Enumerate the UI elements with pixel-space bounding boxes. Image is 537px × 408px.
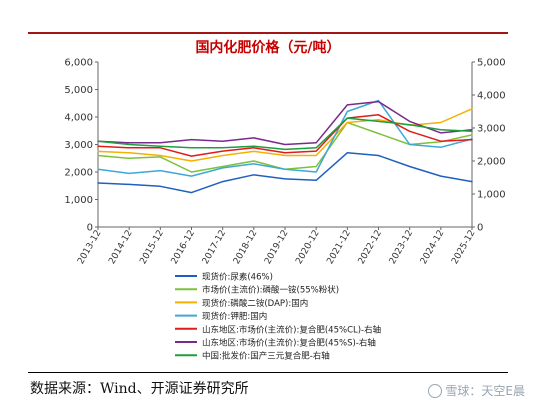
left-tick-label: 2,000 — [64, 168, 93, 179]
right-tick-label: 5,000 — [477, 58, 506, 69]
left-tick-label: 3,000 — [64, 140, 93, 151]
watermark-text: 雪球：天空E晨 — [445, 384, 525, 398]
chart-title: 国内化肥价格（元/吨） — [195, 39, 340, 56]
x-tick-label: 2022-12 — [357, 229, 384, 267]
legend-label: 现货价:磷酸二铵(DAP):国内 — [202, 298, 308, 309]
x-tick-label: 2014-12 — [107, 229, 134, 267]
x-tick-label: 2017-12 — [201, 229, 228, 267]
x-tick-label: 2021-12 — [325, 229, 352, 267]
source-note: 数据来源：Wind、开源证券研究所 — [30, 381, 249, 397]
left-tick-label: 0 — [87, 223, 93, 234]
chart-axes: 0 1,000 2,000 3,000 4,000 5,000 6,000 0 1,000 2,0… — [64, 58, 505, 267]
right-tick-label: 3,000 — [477, 124, 506, 135]
legend-label: 现货价:尿素(46%) — [202, 272, 273, 283]
left-tick-label: 4,000 — [64, 113, 93, 124]
x-tick-label: 2019-12 — [263, 229, 290, 267]
fertilizer-price-chart: 国内化肥价格（元/吨） 0 1,000 2,000 3,000 4,000 5,000 6,… — [64, 39, 505, 362]
series-line — [97, 117, 473, 151]
x-tick-label: 2013-12 — [76, 229, 103, 267]
footer-rule — [28, 372, 508, 373]
x-tick-label: 2016-12 — [170, 229, 197, 267]
left-tick-label: 6,000 — [64, 58, 93, 69]
chart-legend: 现货价:尿素(46%) 市场价(主流价):磷酸一铵(55%粉状) 现货价:磷酸二铵(… — [175, 272, 381, 362]
x-tick-label: 2015-12 — [138, 229, 165, 267]
legend-label: 中国:批发价:国产三元复合肥-右轴 — [202, 351, 330, 362]
legend-label: 山东地区:市场价(主流价):复合肥(45%CL)-右轴 — [202, 324, 381, 335]
left-tick-label: 5,000 — [64, 85, 93, 96]
series-lines — [97, 99, 473, 194]
series-line — [97, 114, 473, 157]
right-tick-label: 0 — [477, 223, 483, 234]
snowball-logo-icon — [428, 383, 443, 398]
title-top-rule — [28, 32, 508, 34]
x-tick-label: 2023-12 — [388, 229, 415, 267]
x-tick-label: 2024-12 — [419, 229, 446, 267]
x-tick-label: 2025-12 — [450, 229, 477, 267]
legend-label: 市场价(主流价):磷酸一铵(55%粉状) — [202, 285, 339, 296]
series-line — [97, 100, 473, 146]
watermark: 雪球：天空E晨 — [428, 382, 525, 399]
right-tick-label: 1,000 — [477, 190, 506, 201]
legend-label: 现货价:钾肥:国内 — [202, 311, 267, 322]
series-line — [97, 152, 473, 194]
right-tick-label: 2,000 — [477, 157, 506, 168]
right-tick-label: 4,000 — [477, 91, 506, 102]
legend-label: 山东地区:市场价(主流价):复合肥(45%S)-右轴 — [202, 338, 376, 349]
left-tick-label: 1,000 — [64, 195, 93, 206]
x-tick-label: 2018-12 — [232, 229, 259, 267]
series-line — [97, 99, 473, 177]
x-tick-label: 2020-12 — [294, 229, 321, 267]
